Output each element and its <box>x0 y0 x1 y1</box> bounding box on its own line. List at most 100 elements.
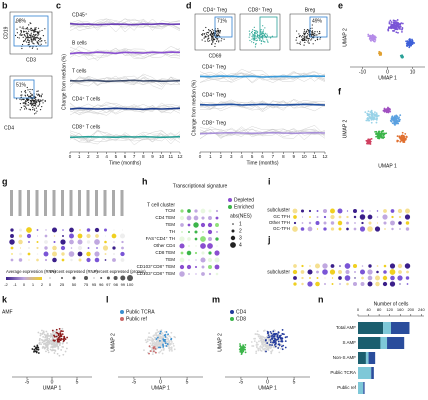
event-dot <box>33 34 35 36</box>
cell-dot <box>383 107 386 110</box>
event-dot <box>210 32 212 34</box>
cell-dot <box>411 42 414 44</box>
cell-dot <box>39 337 41 340</box>
cell-dot <box>39 332 42 335</box>
dot <box>208 237 212 241</box>
event-dot <box>311 34 313 36</box>
event-dot <box>266 39 268 41</box>
event-dot <box>34 38 36 40</box>
cell-dot <box>170 331 173 334</box>
cell-dot <box>274 332 276 335</box>
cell-dot <box>59 332 62 334</box>
cell-dot <box>33 348 36 351</box>
dot <box>384 228 386 230</box>
x-axis-label: UMAP 1 <box>43 385 62 391</box>
cell-dot <box>264 336 266 339</box>
event-dot <box>260 37 262 39</box>
event-dot <box>316 37 318 39</box>
cell-dot <box>64 338 67 341</box>
dot <box>361 276 364 280</box>
event-dot <box>264 27 266 29</box>
cell-dot <box>250 341 253 343</box>
event-dot <box>29 108 31 111</box>
cell-dot <box>406 45 409 47</box>
cell-dot <box>47 351 50 354</box>
dot <box>215 209 219 213</box>
cell-dot <box>57 334 60 337</box>
event-dot <box>310 39 312 41</box>
dot <box>10 258 14 262</box>
sample-line <box>199 100 326 109</box>
cell-dot <box>56 344 58 347</box>
row-label: TEM <box>166 222 176 227</box>
cell-dot <box>280 345 283 348</box>
cell-dot <box>259 345 262 348</box>
cell-dot <box>60 330 63 332</box>
dot <box>9 239 15 245</box>
cell-dot <box>164 336 167 338</box>
event-dot <box>42 99 44 101</box>
cell-dot <box>241 346 244 348</box>
event-dot <box>308 30 310 33</box>
event-dot <box>19 34 21 36</box>
event-dot <box>248 30 251 32</box>
event-dot <box>256 32 258 34</box>
legend-tick: 97 <box>106 282 111 287</box>
cell-dot <box>146 338 149 341</box>
event-dot <box>32 35 34 37</box>
event-dot <box>21 94 23 96</box>
event-dot <box>31 47 34 49</box>
cell-dot <box>157 334 160 337</box>
event-dot <box>26 86 28 89</box>
cell-dot <box>164 330 166 333</box>
cell-dot <box>156 336 159 339</box>
event-dot <box>304 41 306 44</box>
cell-dot <box>267 334 270 337</box>
event-dot <box>41 40 43 42</box>
event-dot <box>262 25 264 27</box>
dot <box>337 220 343 226</box>
event-dot <box>207 40 209 43</box>
cell-dot <box>410 42 413 45</box>
sample-line <box>69 75 181 86</box>
event-dot <box>260 29 262 31</box>
dot <box>70 258 73 262</box>
dot <box>383 264 387 268</box>
dot <box>215 272 219 276</box>
row-header: subcluster <box>267 269 290 275</box>
dot <box>216 231 218 233</box>
event-dot <box>217 28 219 30</box>
event-dot <box>255 43 257 45</box>
dot <box>104 228 107 232</box>
legend-tick: 25 <box>60 282 65 287</box>
dot <box>87 247 90 249</box>
x-tick-label: 5 <box>293 379 296 385</box>
dot <box>383 270 387 274</box>
event-dot <box>201 34 204 36</box>
x-tick-label: -5 <box>25 379 30 385</box>
cell-dot <box>378 134 381 137</box>
subplot-label: CD4⁺ Treg <box>202 64 226 70</box>
cell-dot <box>54 345 57 348</box>
dot <box>338 215 342 219</box>
mean-line <box>199 131 326 135</box>
event-dot <box>25 108 28 110</box>
dot <box>399 283 401 285</box>
size-key <box>84 276 88 280</box>
dot <box>382 214 388 220</box>
cell-dot <box>60 335 63 338</box>
event-dot <box>39 102 41 104</box>
cell-dot <box>371 38 374 41</box>
event-dot <box>32 33 35 35</box>
dot <box>18 228 23 232</box>
cell-dot <box>255 352 258 355</box>
event-dot <box>306 33 309 35</box>
cell-dot <box>160 349 163 352</box>
event-dot <box>33 30 35 32</box>
event-dot <box>313 35 315 37</box>
cell-dot <box>380 136 383 138</box>
dot <box>202 231 204 233</box>
event-dot <box>20 33 22 35</box>
cell-dot <box>35 347 37 350</box>
dot <box>307 226 313 232</box>
